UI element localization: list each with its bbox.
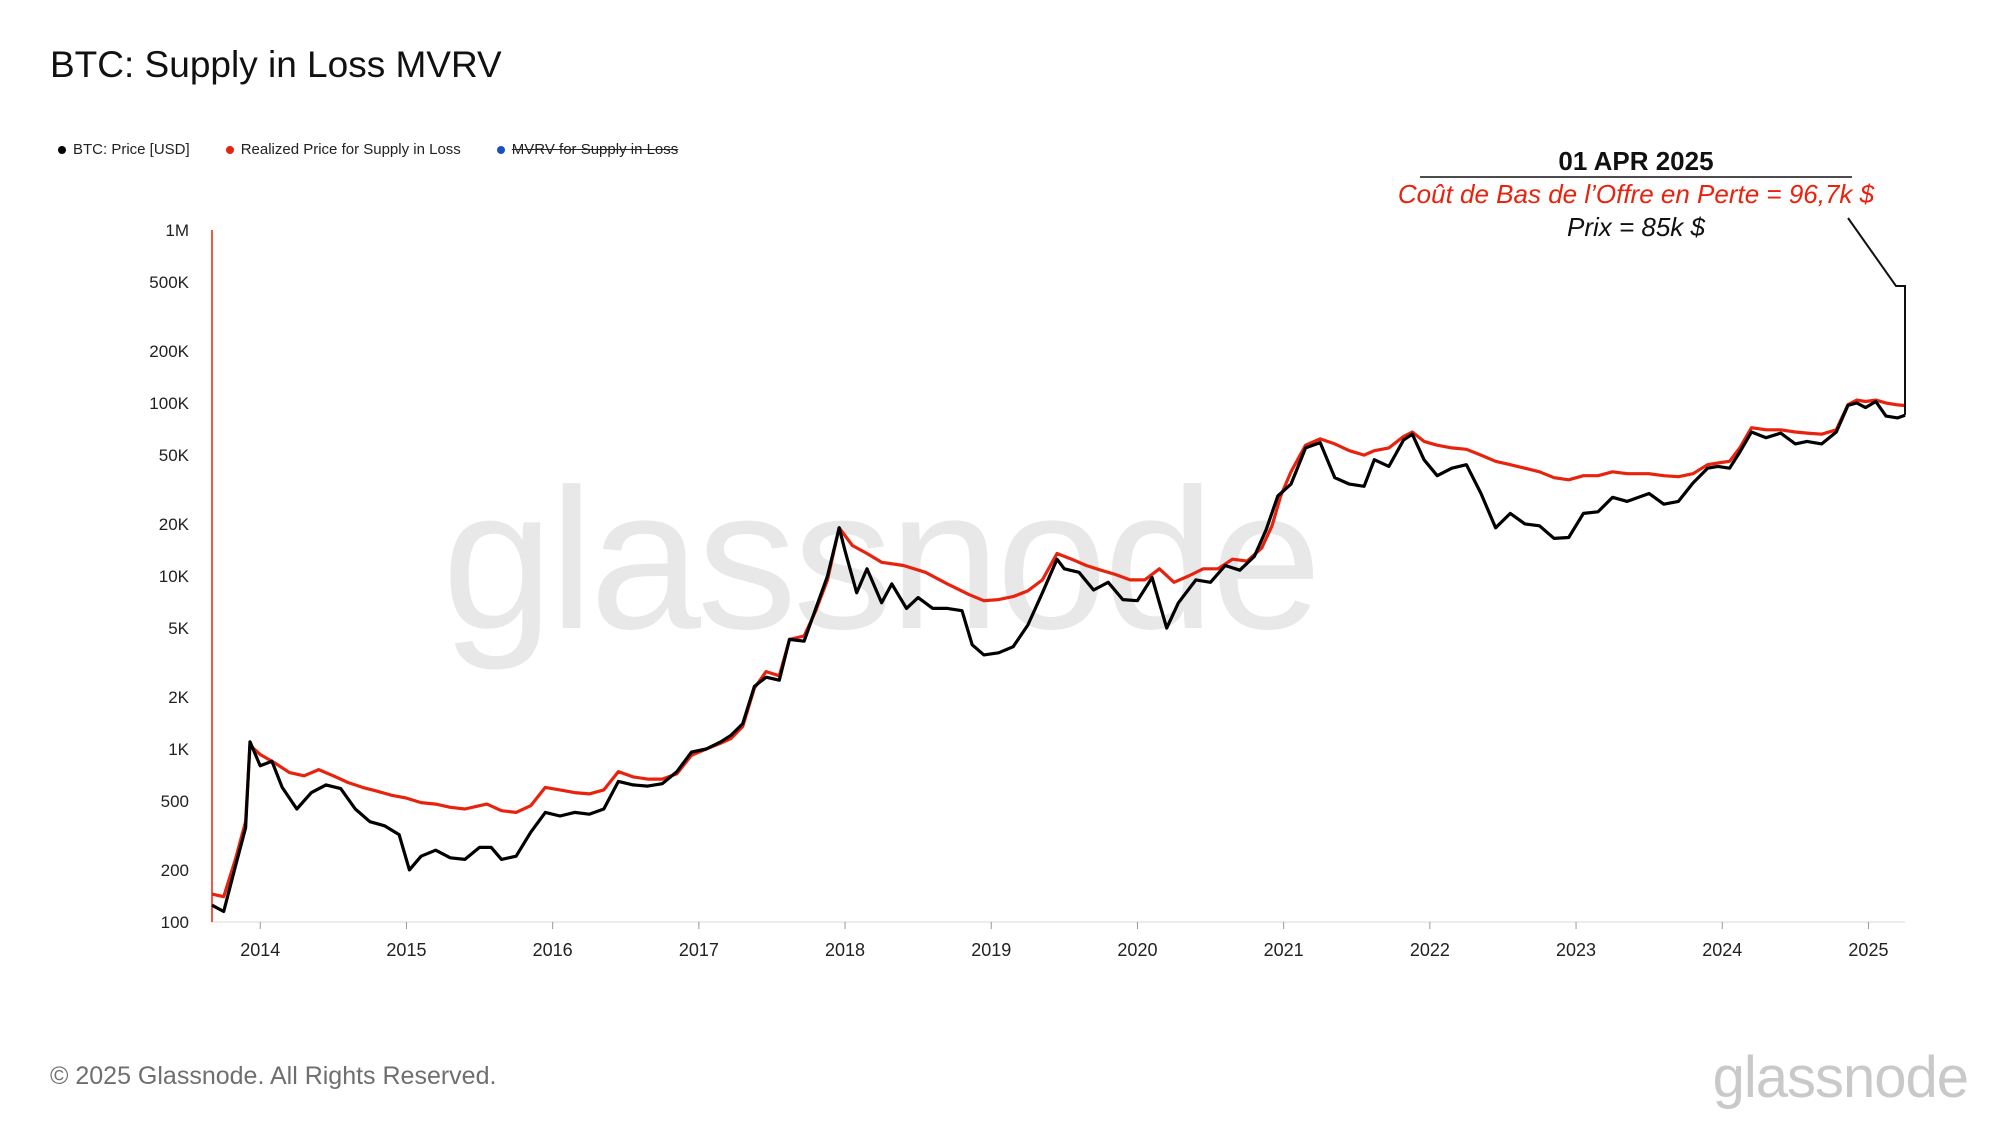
x-tick-label: 2021 xyxy=(1264,940,1304,960)
x-tick-label: 2017 xyxy=(679,940,719,960)
copyright-footer: © 2025 Glassnode. All Rights Reserved. xyxy=(50,1062,497,1090)
legend-dot-price xyxy=(58,145,66,154)
annotation-price: Prix = 85k $ xyxy=(1566,212,1705,242)
annotation-cost: Coût de Bas de l’Offre en Perte = 96,7k … xyxy=(1397,179,1875,209)
legend-label-realized-price: Realized Price for Supply in Loss xyxy=(240,141,461,158)
legend-item-price[interactable]: BTC: Price [USD] xyxy=(58,141,190,158)
y-tick-label: 200K xyxy=(149,342,189,361)
x-tick-label: 2025 xyxy=(1848,940,1888,960)
legend-label-mvrv: MVRV for Supply in Loss xyxy=(511,141,679,158)
legend-dot-realized-price xyxy=(225,145,234,154)
y-tick-label: 500 xyxy=(161,792,189,811)
chart-title: BTC: Supply in Loss MVRV xyxy=(50,44,502,85)
legend-item-realized-price[interactable]: Realized Price for Supply in Loss xyxy=(225,141,461,158)
y-tick-label: 1M xyxy=(165,221,189,240)
y-tick-label: 50K xyxy=(159,446,190,465)
x-tick-label: 2020 xyxy=(1117,940,1157,960)
legend: BTC: Price [USD] Realized Price for Supp… xyxy=(58,141,678,158)
brand-logo: glassnode xyxy=(1712,1045,1969,1110)
y-tick-label: 10K xyxy=(159,567,190,586)
annotation-date: 01 APR 2025 xyxy=(1558,146,1714,176)
x-tick-label: 2024 xyxy=(1702,940,1742,960)
series-line-realized-price xyxy=(211,398,1906,899)
x-tick-label: 2015 xyxy=(386,940,426,960)
y-tick-label: 500K xyxy=(149,273,189,292)
x-tick-label: 2019 xyxy=(971,940,1011,960)
x-tick-label: 2022 xyxy=(1410,940,1450,960)
x-tick-label: 2016 xyxy=(533,940,573,960)
y-tick-label: 100 xyxy=(161,913,189,932)
annotation-leader-line xyxy=(1847,217,1906,416)
y-tick-label: 100K xyxy=(149,394,189,413)
watermark: glassnode xyxy=(442,448,1318,671)
y-tick-label: 20K xyxy=(159,515,190,534)
y-tick-label: 1K xyxy=(168,740,189,759)
legend-item-mvrv[interactable]: MVRV for Supply in Loss xyxy=(496,141,679,158)
y-tick-label: 2K xyxy=(168,688,189,707)
x-tick-label: 2023 xyxy=(1556,940,1596,960)
legend-label-price: BTC: Price [USD] xyxy=(73,141,190,158)
y-tick-label: 5K xyxy=(168,619,189,638)
x-tick-label: 2014 xyxy=(240,940,280,960)
series-line-price xyxy=(211,399,1906,914)
legend-dot-mvrv xyxy=(496,145,505,154)
x-tick-label: 2018 xyxy=(825,940,865,960)
y-tick-label: 200 xyxy=(161,861,189,880)
